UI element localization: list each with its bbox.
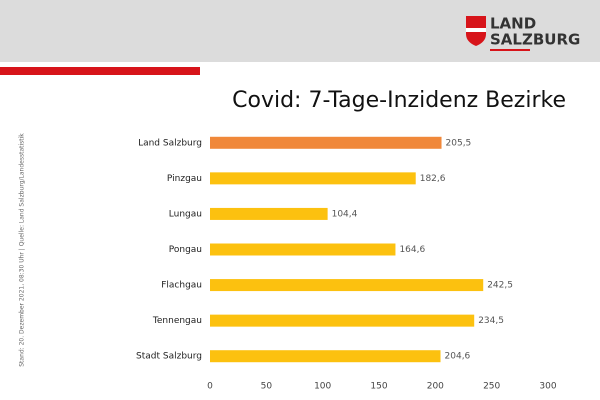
y-tick-label: Land Salzburg (138, 138, 202, 148)
x-tick-label: 150 (370, 382, 387, 392)
logo-text: SALZBURG (490, 31, 580, 49)
value-label: 104,4 (332, 209, 358, 219)
x-tick-label: 300 (539, 382, 556, 392)
bar (210, 172, 416, 185)
bar (210, 314, 475, 327)
y-tick-label: Tennengau (152, 316, 202, 326)
value-label: 164,6 (399, 245, 425, 255)
x-tick-label: 0 (207, 382, 213, 392)
value-label: 205,5 (446, 138, 472, 148)
y-tick-label: Flachgau (161, 281, 202, 291)
x-tick-label: 100 (314, 382, 331, 392)
y-tick-label: Pinzgau (167, 174, 202, 184)
bar (210, 207, 328, 220)
bar (210, 136, 442, 149)
value-label: 242,5 (487, 281, 513, 291)
value-label: 204,6 (445, 352, 471, 362)
header-band (0, 0, 600, 62)
value-label: 234,5 (478, 316, 504, 326)
logo-text: LAND (490, 15, 536, 33)
x-tick-label: 250 (483, 382, 500, 392)
logo-stripe (466, 28, 486, 32)
value-label: 182,6 (420, 174, 446, 184)
footnote: Stand: 20. Dezember 2021, 08:30 Uhr | Qu… (19, 133, 26, 367)
bar (210, 243, 396, 256)
y-tick-label: Lungau (169, 209, 202, 219)
logo: LAND SALZBURG (466, 15, 580, 51)
y-tick-label: Stadt Salzburg (136, 352, 202, 362)
x-tick-label: 50 (261, 382, 273, 392)
logo-underline (490, 49, 530, 51)
bar (210, 279, 484, 292)
x-tick-label: 200 (427, 382, 444, 392)
accent-bar (0, 67, 200, 75)
y-tick-label: Pongau (169, 245, 202, 255)
bar (210, 350, 441, 363)
chart-title: Covid: 7-Tage-Inzidenz Bezirke (232, 88, 566, 113)
